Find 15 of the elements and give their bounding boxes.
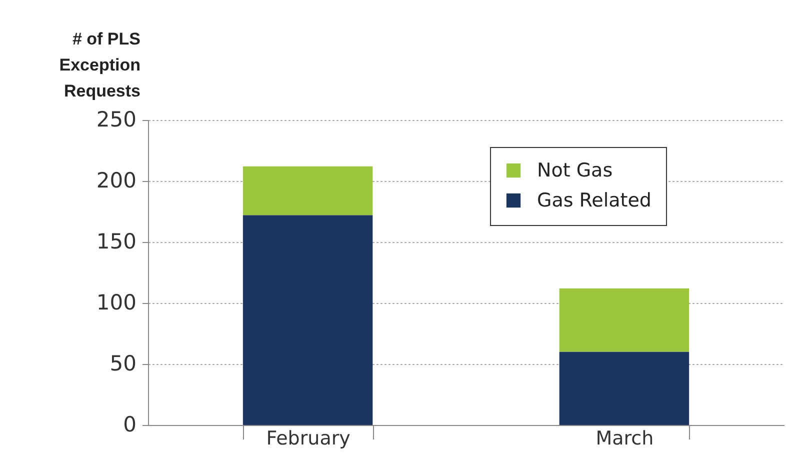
y-tick-label: 150	[96, 230, 136, 254]
legend-label: Not Gas	[537, 160, 613, 182]
y-tick-label: 0	[123, 412, 136, 436]
bar	[242, 215, 373, 425]
y-tick-label: 50	[110, 352, 136, 376]
y-tick-label: 100	[96, 290, 136, 314]
x-tick-label: March	[596, 428, 654, 450]
y-tick-label: 250	[96, 108, 136, 132]
x-tick-label: February	[266, 428, 350, 450]
bar	[559, 288, 690, 352]
y-tick-label: 200	[96, 168, 136, 192]
bar	[559, 352, 690, 425]
bar	[242, 166, 373, 216]
legend-label: Gas Related	[537, 190, 652, 212]
y-axis-title: # of PLS Exception Requests	[59, 30, 140, 100]
